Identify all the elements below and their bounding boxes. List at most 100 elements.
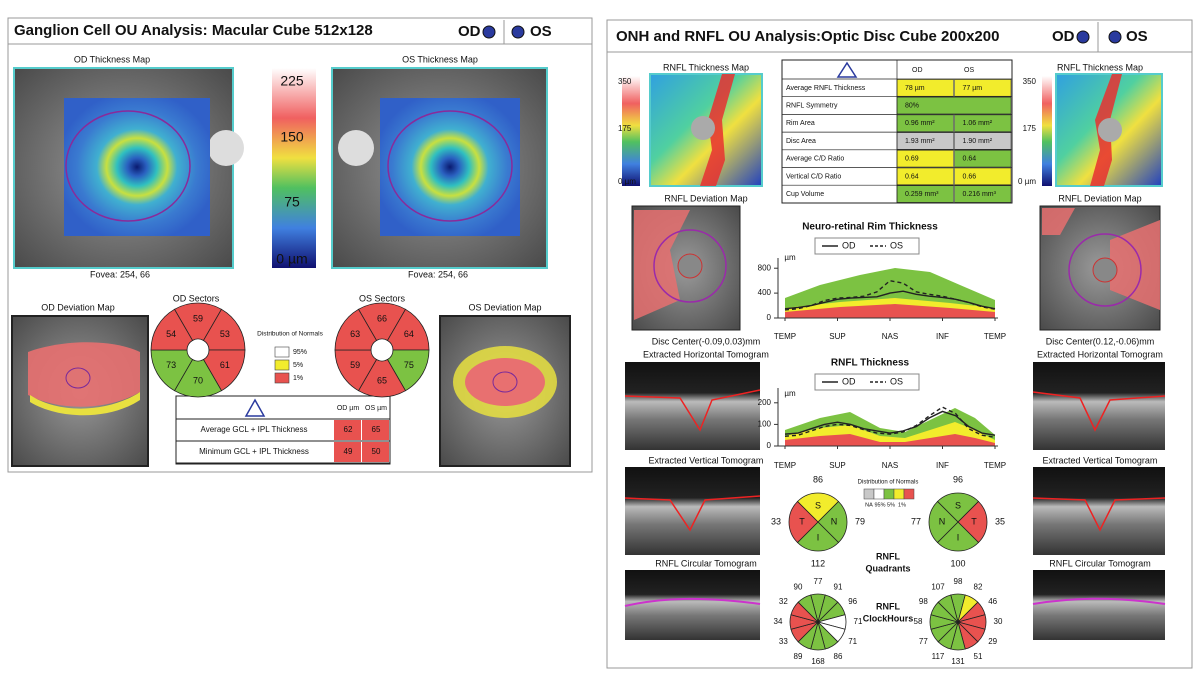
sector-value: 90 bbox=[794, 582, 803, 591]
table-cell bbox=[954, 114, 1012, 132]
sector-value: 77 bbox=[814, 577, 823, 586]
label: RNFL Circular Tomogram bbox=[1049, 558, 1151, 568]
os-icon bbox=[511, 25, 525, 39]
sector-value: 54 bbox=[166, 329, 176, 339]
label: Extracted Horizontal Tomogram bbox=[1037, 349, 1163, 359]
y-tick-label: 0 bbox=[767, 441, 772, 450]
section-title: RNFL bbox=[876, 601, 900, 611]
x-tick-label: TEMP bbox=[774, 332, 796, 341]
label: Extracted Vertical Tomogram bbox=[1043, 455, 1158, 465]
sector-value: 96 bbox=[953, 474, 963, 484]
legend-label: OS bbox=[890, 376, 903, 386]
table-header: OS bbox=[964, 67, 974, 74]
section-title: Quadrants bbox=[865, 563, 910, 573]
table-header: OS µm bbox=[365, 405, 387, 412]
sector bbox=[796, 492, 840, 523]
sector-value: 61 bbox=[220, 360, 230, 370]
cell-value: 77 µm bbox=[963, 85, 983, 92]
row-label: Vertical C/D Ratio bbox=[786, 173, 841, 180]
row-label: Average GCL + IPL Thickness bbox=[201, 425, 308, 434]
axis-title: µm bbox=[784, 389, 796, 398]
table-cell bbox=[954, 185, 1012, 203]
cell-value: 0.259 mm³ bbox=[905, 191, 939, 198]
sector bbox=[797, 594, 819, 624]
sector bbox=[150, 308, 194, 351]
legend-item: NA bbox=[865, 502, 873, 508]
legend-swatch bbox=[903, 488, 915, 500]
table-cell bbox=[954, 132, 1012, 150]
table-header: OD bbox=[912, 67, 923, 74]
legend-item: 1% bbox=[898, 502, 906, 508]
scale-label: 175 bbox=[618, 124, 632, 133]
legend-box bbox=[814, 237, 920, 255]
legend-swatch bbox=[893, 488, 905, 500]
legend-swatch bbox=[873, 488, 885, 500]
legend-swatch bbox=[863, 488, 875, 500]
cell-value: 1.93 mm² bbox=[905, 138, 935, 145]
sector-value: 77 bbox=[911, 516, 921, 526]
os-rnfl-deviation bbox=[1039, 205, 1161, 331]
sector bbox=[937, 594, 959, 624]
od-rnfl-deviation bbox=[631, 205, 741, 331]
scale-label: 150 bbox=[280, 129, 304, 145]
label: Extracted Horizontal Tomogram bbox=[643, 349, 769, 359]
quadrant-letter: N bbox=[831, 516, 838, 526]
scale-label: 175 bbox=[1023, 124, 1037, 133]
warning-icon bbox=[836, 61, 858, 78]
eye-label: OD bbox=[458, 23, 481, 40]
x-tick-label: TEMP bbox=[774, 461, 796, 470]
quadrant-letter: I bbox=[957, 532, 960, 542]
os-deviation-image bbox=[439, 315, 571, 467]
section-title: ClockHours bbox=[863, 613, 914, 623]
scale-label: 75 bbox=[284, 194, 300, 210]
scale-label: 0 µm bbox=[618, 177, 636, 186]
sector bbox=[936, 492, 980, 523]
sector-value: 59 bbox=[193, 313, 203, 323]
x-tick-label: SUP bbox=[829, 332, 845, 341]
sector-value: 29 bbox=[988, 637, 997, 646]
cell-value: 0.69 bbox=[905, 156, 919, 163]
series-line bbox=[784, 279, 996, 311]
sector-value: 168 bbox=[811, 657, 825, 666]
sector-value: 63 bbox=[350, 329, 360, 339]
label: RNFL Deviation Map bbox=[1058, 193, 1141, 203]
sector-value: 86 bbox=[813, 474, 823, 484]
eye-label: OS bbox=[1126, 28, 1148, 45]
sector-value: 73 bbox=[166, 360, 176, 370]
label: RNFL Deviation Map bbox=[664, 193, 747, 203]
y-tick-label: 800 bbox=[758, 263, 772, 272]
cell-value: 0.66 bbox=[963, 173, 977, 180]
chart-title: RNFL Thickness bbox=[831, 358, 910, 369]
table-cell bbox=[334, 442, 361, 462]
table-cell bbox=[954, 150, 1012, 168]
sector-value: 59 bbox=[350, 360, 360, 370]
sector-value: 79 bbox=[855, 516, 865, 526]
od-icon bbox=[482, 25, 496, 39]
cell-value: 78 µm bbox=[905, 85, 925, 92]
sector-value: 33 bbox=[779, 637, 788, 646]
warning-icon bbox=[244, 398, 266, 417]
sector-value: 64 bbox=[404, 329, 414, 339]
quadrant-letter: S bbox=[955, 500, 961, 510]
axis-title: µm bbox=[784, 253, 796, 262]
sector-value: 35 bbox=[995, 516, 1005, 526]
os-rnfl-map bbox=[1042, 73, 1163, 187]
row-label: Average C/D Ratio bbox=[786, 156, 844, 163]
legend-label: OD bbox=[842, 376, 856, 386]
quadrant-letter: S bbox=[815, 500, 821, 510]
label: OD Sectors bbox=[173, 293, 220, 303]
sector-value: 33 bbox=[771, 516, 781, 526]
cell-value: 1.90 mm² bbox=[963, 138, 993, 145]
sector bbox=[928, 500, 959, 544]
table-cell bbox=[334, 420, 361, 440]
legend-title: Distribution of Normals bbox=[858, 480, 919, 486]
row-label: Cup Volume bbox=[786, 191, 824, 198]
x-tick-label: INF bbox=[936, 461, 949, 470]
legend-swatch bbox=[883, 488, 895, 500]
label: RNFL Thickness Map bbox=[663, 62, 749, 72]
chart-title: Neuro-retinal Rim Thickness bbox=[802, 222, 938, 233]
label: OD Deviation Map bbox=[41, 302, 115, 312]
cell-value: 0.216 mm³ bbox=[963, 191, 997, 198]
